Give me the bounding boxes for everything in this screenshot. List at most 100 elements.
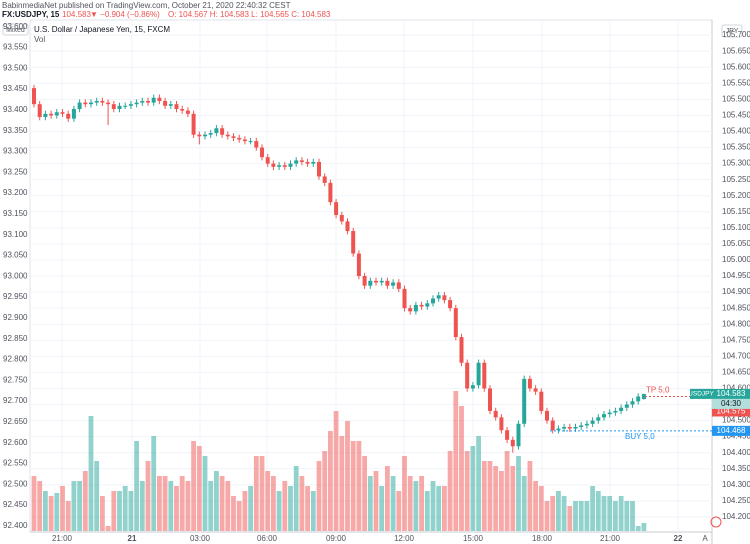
volume-bar: [139, 481, 145, 531]
volume-bar: [379, 486, 385, 531]
candle-body: [584, 423, 589, 426]
volume-bar: [168, 481, 174, 531]
order-tag: [712, 406, 750, 417]
candle-body: [311, 162, 316, 164]
candle-body: [550, 420, 555, 431]
time-label: 12:00: [394, 534, 415, 543]
y-tick-label: 104.400: [722, 448, 750, 457]
volume-bar: [544, 501, 550, 531]
time-label: 06:00: [257, 534, 278, 543]
candle-body: [356, 253, 361, 277]
volume-bar: [459, 406, 464, 531]
volume-bar: [293, 466, 299, 531]
volume-bar: [584, 501, 590, 531]
candle-body: [185, 110, 190, 114]
y-tick-label: 105.150: [722, 207, 750, 216]
symbol-tag: [690, 388, 712, 399]
volume-bar: [493, 466, 499, 531]
volume-bar: [538, 486, 544, 531]
y-tick-label: 105.450: [722, 111, 750, 120]
y2-tick-label: 93.100: [3, 230, 28, 239]
candle-body: [117, 105, 122, 109]
series-title: U.S. Dollar / Japanese Yen, 15, FXCM: [34, 25, 170, 34]
candle-body: [191, 113, 196, 135]
y2-tick-label: 93.200: [3, 188, 28, 197]
volume-bar: [635, 526, 641, 531]
volume-bar: [174, 486, 179, 531]
candle-body: [77, 102, 82, 109]
volume-bar: [630, 501, 635, 531]
y-tick-label: 104.950: [722, 271, 750, 280]
candle-body: [282, 165, 287, 167]
alert-icon[interactable]: [710, 516, 722, 528]
volume-bar: [350, 441, 356, 531]
volume-bar: [310, 491, 316, 531]
volume-bar: [253, 456, 259, 531]
candle-body: [368, 280, 373, 286]
volume-bar: [442, 486, 447, 531]
volume-bar: [556, 491, 561, 531]
candle-body: [100, 100, 105, 103]
volume-bar: [151, 436, 157, 531]
candle-body: [596, 417, 601, 421]
volume-bar: [88, 416, 94, 531]
volume-bar: [37, 481, 43, 531]
y2-tick-label: 93.550: [3, 43, 28, 52]
volume-bar: [60, 486, 65, 531]
y2-tick-label: 92.650: [3, 417, 28, 426]
y-tick-label: 105.250: [722, 175, 750, 184]
candle-body: [151, 97, 156, 103]
volume-bar: [527, 461, 533, 531]
currency-button[interactable]: [721, 24, 743, 38]
candle-body: [602, 414, 606, 418]
scale-mode-button[interactable]: [2, 23, 29, 36]
candle-body: [294, 160, 299, 164]
volume-bar: [601, 496, 607, 531]
volume-bar: [362, 456, 367, 531]
volume-bar: [71, 481, 77, 531]
volume-bar: [516, 456, 521, 531]
y-tick-label: 105.500: [722, 94, 750, 103]
volume-bar: [424, 491, 430, 531]
y-tick-label: 104.600: [722, 384, 750, 393]
candle-body: [567, 427, 572, 429]
candle-body: [54, 112, 59, 116]
volume-bar: [453, 391, 459, 531]
volume-bar: [464, 451, 470, 531]
candle-body: [339, 215, 344, 222]
y-tick-label: 104.200: [722, 512, 750, 521]
volume-bar: [641, 523, 647, 531]
time-label: 09:00: [326, 534, 347, 543]
candle-body: [391, 282, 396, 286]
volume-bar: [202, 456, 208, 531]
order-tag: [712, 425, 750, 436]
y2-tick-label: 92.700: [3, 396, 28, 405]
y2-tick-label: 93.600: [3, 22, 28, 31]
volume-bar: [613, 501, 618, 531]
volume-bar: [481, 461, 487, 531]
candle-body: [49, 113, 54, 116]
volume-bar: [65, 501, 71, 531]
auto-scale-button[interactable]: A: [702, 534, 708, 543]
volume-bar: [208, 481, 214, 531]
currency[interactable]: JPY: [726, 28, 739, 35]
candle-body: [299, 160, 304, 162]
scale-mode[interactable]: Mixed: [6, 27, 25, 34]
candle-body: [636, 396, 641, 402]
y2-tick-label: 92.950: [3, 292, 28, 301]
volume-bar: [259, 456, 265, 531]
volume-bar: [407, 476, 413, 531]
candle-body: [208, 133, 213, 135]
volume-bar: [607, 496, 613, 531]
volume-bar: [476, 436, 481, 531]
volume-bar: [225, 481, 231, 531]
y2-tick-label: 92.400: [3, 521, 28, 530]
volume-bar: [282, 481, 288, 531]
y-tick-label: 105.000: [722, 255, 750, 264]
candle-body: [562, 427, 567, 429]
candle-body: [408, 308, 413, 312]
candle-body: [470, 385, 475, 389]
symbol-tag-label: USDJPY: [688, 391, 714, 398]
candle-body: [334, 202, 339, 215]
candle-body: [146, 100, 150, 103]
